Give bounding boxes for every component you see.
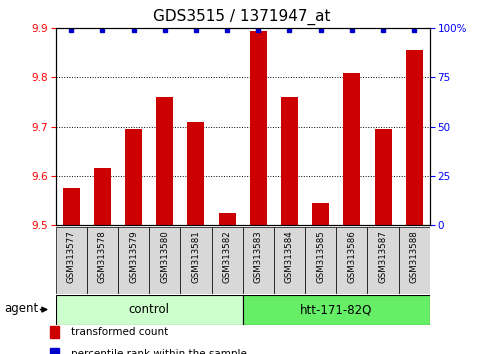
Bar (274, 227, 305, 294)
Text: GSM313586: GSM313586 (347, 230, 356, 283)
Bar (180, 227, 212, 294)
Text: GSM313583: GSM313583 (254, 230, 263, 283)
Bar (125, 129, 142, 225)
Text: GSM313580: GSM313580 (160, 230, 169, 283)
Bar (374, 129, 392, 225)
Text: GSM313585: GSM313585 (316, 230, 325, 283)
Text: GSM313581: GSM313581 (191, 230, 200, 283)
Bar (343, 73, 360, 225)
Text: htt-171-82Q: htt-171-82Q (300, 303, 372, 316)
Bar (336, 227, 368, 294)
Text: GSM313578: GSM313578 (98, 230, 107, 283)
Bar (118, 227, 149, 294)
Bar (281, 97, 298, 225)
Text: GSM313584: GSM313584 (285, 230, 294, 283)
Text: GSM313588: GSM313588 (410, 230, 419, 283)
Text: GSM313587: GSM313587 (379, 230, 387, 283)
Text: GSM313577: GSM313577 (67, 230, 76, 283)
Bar (242, 295, 430, 325)
Bar (50, 348, 59, 354)
Bar (212, 227, 242, 294)
Bar (406, 50, 423, 225)
Bar (56, 227, 87, 294)
Text: percentile rank within the sample: percentile rank within the sample (71, 349, 247, 354)
Bar (305, 227, 336, 294)
Bar (94, 168, 111, 225)
Bar (187, 122, 204, 225)
Bar (368, 227, 398, 294)
Bar (50, 326, 59, 338)
Text: GSM313582: GSM313582 (223, 230, 232, 283)
Bar (149, 227, 180, 294)
Text: GDS3515 / 1371947_at: GDS3515 / 1371947_at (153, 9, 330, 25)
Text: control: control (128, 303, 170, 316)
Text: GSM313579: GSM313579 (129, 230, 138, 282)
Bar (250, 31, 267, 225)
Bar (398, 227, 430, 294)
Bar (63, 188, 80, 225)
Bar (242, 227, 274, 294)
Bar (156, 97, 173, 225)
Text: agent: agent (4, 302, 39, 315)
Bar (56, 295, 242, 325)
Bar (312, 203, 329, 225)
Bar (87, 227, 118, 294)
Bar (218, 212, 236, 225)
Text: transformed count: transformed count (71, 327, 168, 337)
